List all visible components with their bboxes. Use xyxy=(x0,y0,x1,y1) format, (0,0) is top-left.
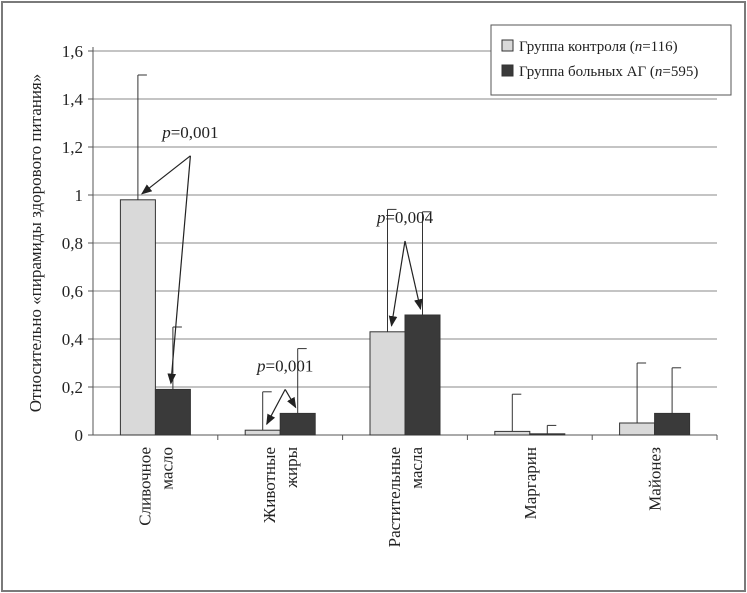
category-label: Растительные xyxy=(385,447,404,547)
bar-patients xyxy=(404,314,441,436)
p-value-label: p=0,001 xyxy=(256,356,313,375)
legend-label: Группа больных АГ (n=595) xyxy=(519,64,698,80)
legend-box xyxy=(490,24,732,96)
y-tick-label: 0 xyxy=(75,426,84,445)
p-value-label: p=0,001 xyxy=(161,123,218,142)
labels: 0 0,2 0,4 0,6 0,8 1 1,2 1,4 1,6 Относительно «пир… xyxy=(26,42,665,547)
bar-chart: p=0,001 p=0,001 p=0,004 0 0,2 0,4 0,6 0,8 1 1,2 1… xyxy=(26,24,732,547)
p-value-label: p=0,004 xyxy=(376,208,434,227)
legend: Группа контроля (n=116) Группа больных АГ… xyxy=(490,24,732,96)
bar-control xyxy=(494,430,531,436)
p-value-arrow xyxy=(388,240,406,327)
p-value-arrow xyxy=(167,155,191,385)
bar-patients xyxy=(279,412,316,436)
bar-control xyxy=(244,429,281,436)
category-label: Майонез xyxy=(646,447,665,511)
error-bars xyxy=(137,74,682,434)
bar-control xyxy=(619,422,656,436)
y-axis-title: Относительно «пирамиды здорового питания… xyxy=(26,74,45,413)
category-label: Маргарин xyxy=(521,447,540,519)
category-label: Сливочное xyxy=(135,447,154,526)
y-tick-label: 0,2 xyxy=(62,378,83,397)
y-tick-label: 1 xyxy=(75,186,84,205)
bars xyxy=(119,199,691,436)
category-label: масло xyxy=(157,447,176,490)
y-tick-label: 1,6 xyxy=(62,42,83,61)
bar-control xyxy=(369,331,406,436)
p-value-arrow xyxy=(284,389,297,409)
p-value-arrow xyxy=(266,389,286,426)
legend-label: Группа контроля (n=116) xyxy=(519,39,678,55)
y-tick-label: 0,8 xyxy=(62,234,83,253)
bar-control xyxy=(119,199,156,436)
p-value-arrow xyxy=(404,240,423,311)
grid-lines xyxy=(93,50,717,388)
y-tick-label: 0,6 xyxy=(62,282,83,301)
y-tick-label: 1,2 xyxy=(62,138,83,157)
y-tick-label: 0,4 xyxy=(62,330,84,349)
category-label: масла xyxy=(407,447,426,489)
p-value-annotations: p=0,001 p=0,001 p=0,004 xyxy=(141,123,434,426)
legend-swatch-control xyxy=(501,39,514,52)
p-value-arrow xyxy=(141,155,191,195)
category-label: Животные xyxy=(260,447,279,523)
bar-patients xyxy=(654,412,691,436)
category-label: жиры xyxy=(282,446,301,488)
legend-swatch-patients xyxy=(501,64,514,77)
bar-patients xyxy=(154,388,191,436)
bar-patients xyxy=(529,433,566,436)
y-tick-label: 1,4 xyxy=(62,90,84,109)
